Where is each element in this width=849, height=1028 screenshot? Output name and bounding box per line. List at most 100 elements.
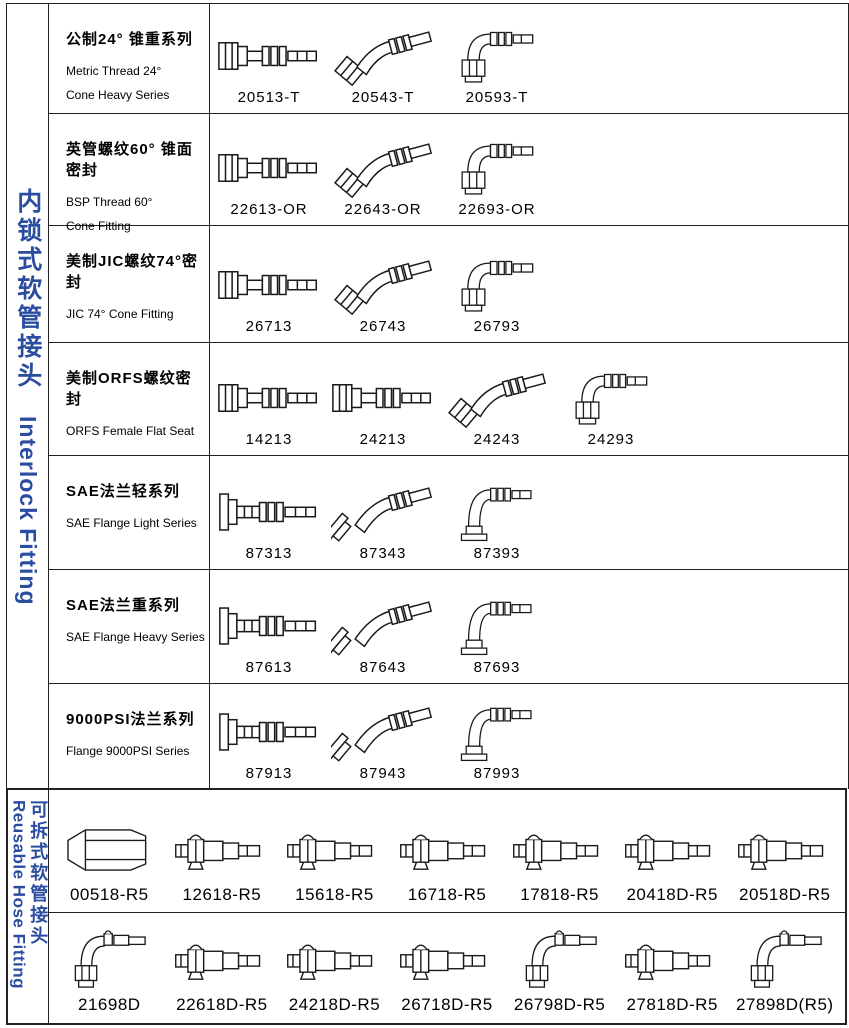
flange-45-fitting-icon: [331, 594, 435, 656]
part-item: 26793: [440, 253, 554, 342]
flange-straight-fitting-icon: [217, 480, 321, 542]
interlock-title-zh: 内锁式软管接头: [13, 187, 42, 391]
part-number: 22618D-R5: [176, 995, 268, 1014]
part-item: 22613-OR: [212, 136, 326, 225]
reusable-row-1: 00518-R5 12618-R5 15618-R5 16718-R5 1781…: [49, 790, 845, 913]
part-item: 27898D(R5): [728, 922, 841, 1022]
part-item: 24243: [440, 366, 554, 455]
part-number: 27898D(R5): [735, 995, 834, 1014]
reusable-straight-fitting-icon: [512, 812, 608, 882]
part-number: 20518D-R5: [739, 885, 831, 904]
series-label-en: Metric Thread 24° Cone Heavy Series: [66, 64, 170, 102]
part-number: 87613: [245, 659, 293, 676]
reusable-straight-fitting-icon: [399, 812, 495, 882]
part-item: 20418D-R5: [616, 812, 729, 912]
part-item: 20513-T: [212, 24, 326, 113]
part-item: 26743: [326, 253, 440, 342]
series-label-en: BSP Thread 60° Cone Fitting: [66, 195, 153, 233]
straight-fitting-icon: [217, 253, 321, 315]
part-number: 87343: [359, 545, 407, 562]
series-label-en: Flange 9000PSI Series: [66, 744, 190, 758]
straight-fitting-icon: [331, 366, 435, 428]
catalog-row-sae-flange-light: SAE法兰轻系列 SAE Flange Light Series 87313 8…: [49, 456, 848, 570]
part-item: 22618D-R5: [166, 922, 279, 1022]
elbow-45-fitting-icon: [445, 366, 549, 428]
part-number: 24218D-R5: [288, 995, 381, 1014]
part-number: 87993: [473, 765, 521, 782]
elbow-90-fitting-icon: [445, 136, 549, 198]
interlock-sidebar-title: 内锁式软管接头 Interlock Fitting: [11, 188, 44, 605]
reusable-elbow-90-fitting-icon: [737, 922, 833, 992]
catalog-row-9000psi-flange: 9000PSI法兰系列 Flange 9000PSI Series 87913 …: [49, 684, 848, 789]
part-number: 22613-OR: [230, 201, 308, 218]
part-number: 87313: [245, 545, 293, 562]
catalog-row-bsp-60: 英管螺纹60° 锥面密封 BSP Thread 60° Cone Fitting…: [49, 114, 848, 233]
flange-90-fitting-icon: [445, 594, 549, 656]
reusable-rows: 00518-R5 12618-R5 15618-R5 16718-R5 1781…: [49, 790, 845, 1022]
straight-fitting-icon: [217, 24, 321, 86]
catalog-row-jic-74: 美制JIC螺纹74°密封 JIC 74° Cone Fitting 26713 …: [49, 226, 848, 343]
series-label-zh: 美制ORFS螺纹密封: [66, 370, 192, 408]
part-item: 87913: [212, 700, 326, 789]
parts-list: 22613-OR 22643-OR 22693-OR: [210, 114, 848, 225]
series-label-zh: 9000PSI法兰系列: [66, 711, 195, 728]
part-number: 87393: [473, 545, 521, 562]
part-item: 14213: [212, 366, 326, 455]
part-number: 87943: [359, 765, 407, 782]
part-item: 87393: [440, 480, 554, 569]
flange-90-fitting-icon: [445, 480, 549, 542]
series-label: SAE法兰轻系列 SAE Flange Light Series: [49, 456, 210, 569]
interlock-title-en: Interlock Fitting: [14, 415, 41, 606]
part-number: 87643: [359, 659, 407, 676]
parts-list: 14213 24213 24243 24293: [210, 343, 848, 455]
part-item: 22643-OR: [326, 136, 440, 225]
part-number: 87913: [245, 765, 293, 782]
series-label-zh: 美制JIC螺纹74°密封: [66, 253, 199, 291]
part-item: 24218D-R5: [278, 922, 391, 1022]
part-number: 87693: [473, 659, 521, 676]
part-number: 24293: [587, 431, 635, 448]
elbow-90-fitting-icon: [445, 24, 549, 86]
reusable-title-zh: 可拆式软管接头: [28, 800, 49, 947]
series-label-zh: SAE法兰轻系列: [66, 483, 180, 500]
flange-straight-fitting-icon: [217, 700, 321, 762]
parts-list: 20513-T 20543-T 20593-T: [210, 4, 848, 113]
part-number: 22693-OR: [458, 201, 536, 218]
reusable-sidebar: 可拆式软管接头 Reusable Hose Fitting: [8, 790, 49, 1023]
part-item: 87693: [440, 594, 554, 683]
elbow-45-fitting-icon: [331, 24, 435, 86]
elbow-45-fitting-icon: [331, 253, 435, 315]
part-item: 17818-R5: [503, 812, 616, 912]
series-label-en: SAE Flange Heavy Series: [66, 630, 205, 644]
part-item: 87343: [326, 480, 440, 569]
part-number: 20418D-R5: [626, 885, 718, 904]
part-number: 15618-R5: [295, 885, 374, 904]
elbow-90-fitting-icon: [559, 366, 663, 428]
reusable-elbow-90-fitting-icon: [61, 922, 157, 992]
series-label: 公制24° 锥重系列 Metric Thread 24° Cone Heavy …: [49, 4, 210, 113]
straight-fitting-icon: [217, 366, 321, 428]
part-number: 26793: [473, 318, 521, 335]
part-number: 26718D-R5: [401, 995, 493, 1014]
part-number: 14213: [245, 431, 293, 448]
reusable-straight-fitting-icon: [624, 922, 720, 992]
part-item: 20593-T: [440, 24, 554, 113]
part-number: 12618-R5: [182, 885, 262, 904]
part-number: 20593-T: [465, 89, 529, 106]
straight-fitting-icon: [217, 136, 321, 198]
reusable-elbow-90-fitting-icon: [512, 922, 608, 992]
part-item: 12618-R5: [166, 812, 279, 912]
reusable-straight-fitting-icon: [286, 812, 382, 882]
elbow-45-fitting-icon: [331, 136, 435, 198]
part-number: 21698D: [78, 995, 141, 1014]
part-number: 26713: [245, 318, 293, 335]
part-item: 27818D-R5: [616, 922, 729, 1022]
part-item: 87313: [212, 480, 326, 569]
reusable-straight-fitting-icon: [624, 812, 720, 882]
part-item: 87993: [440, 700, 554, 789]
series-label: SAE法兰重系列 SAE Flange Heavy Series: [49, 570, 210, 683]
part-item: 87643: [326, 594, 440, 683]
reusable-straight-fitting-icon: [286, 922, 382, 992]
series-label-zh: 英管螺纹60° 锥面密封: [66, 141, 193, 179]
